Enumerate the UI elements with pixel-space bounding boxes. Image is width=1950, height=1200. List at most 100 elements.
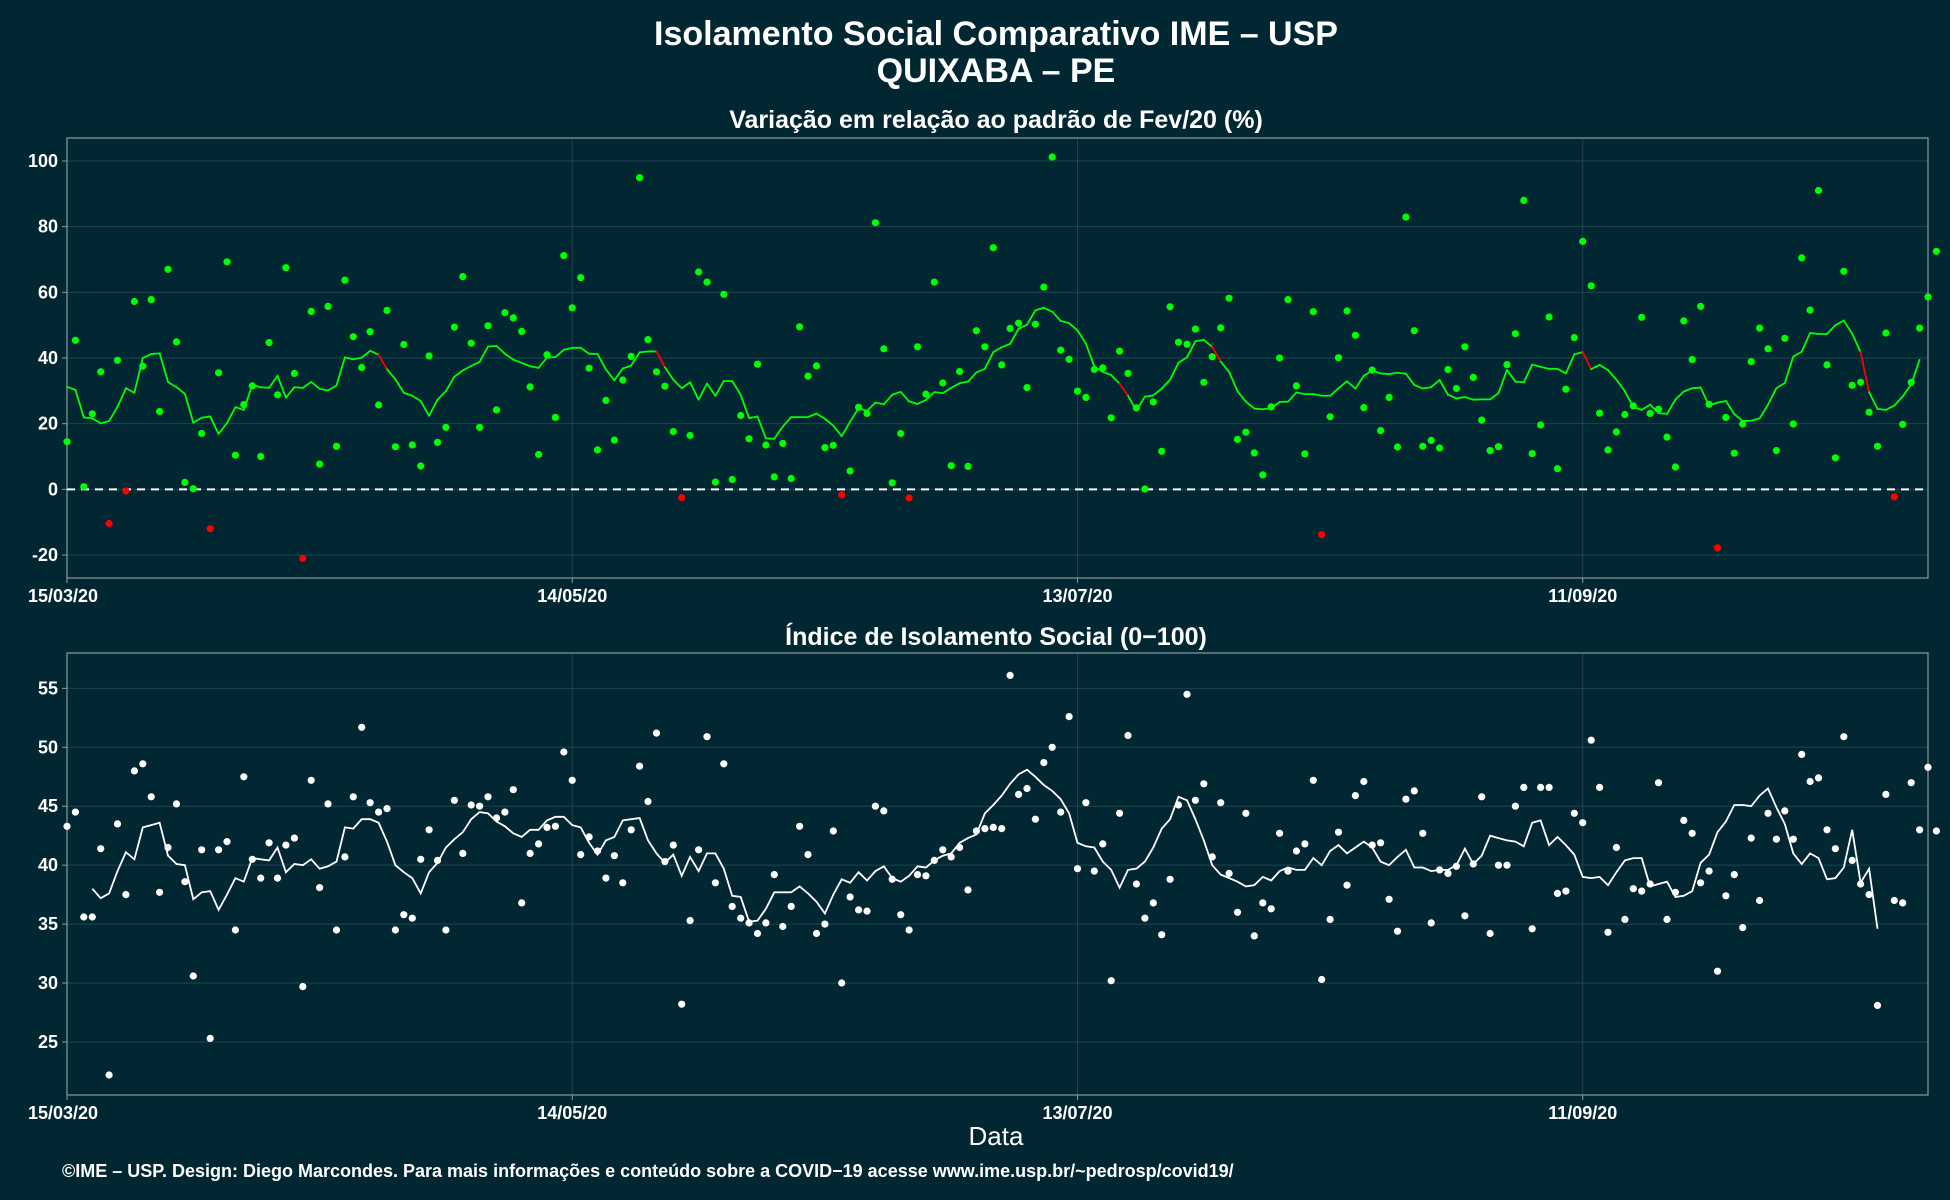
top-moving-average-segment (1463, 396, 1475, 401)
top-data-point (299, 554, 307, 562)
top-data-point (1873, 442, 1882, 450)
top-moving-average-segment (167, 381, 178, 389)
bottom-y-tick-label: 30 (38, 973, 58, 993)
bottom-data-point (644, 797, 652, 806)
bottom-data-point (1082, 799, 1090, 807)
top-moving-average-segment (899, 390, 910, 403)
bottom-data-point (939, 846, 947, 854)
bottom-data-point (1343, 881, 1351, 889)
top-moving-average-segment (756, 415, 767, 440)
top-data-point (316, 460, 324, 468)
top-data-point (358, 363, 366, 372)
top-moving-average-segment (1598, 363, 1609, 372)
bottom-data-point (1217, 799, 1225, 807)
top-data-point (1393, 443, 1402, 451)
top-moving-average-segment (1337, 380, 1348, 390)
top-moving-average-segment (276, 374, 287, 399)
bottom-panel-title: Índice de Isolamento Social (0−100) (785, 622, 1207, 651)
top-moving-average-segment (1674, 390, 1685, 401)
bottom-data-point (307, 776, 315, 784)
bottom-data-point (476, 802, 484, 810)
top-data-point (956, 367, 964, 376)
top-moving-average-segment (1051, 310, 1062, 322)
top-moving-average-segment (301, 381, 313, 389)
top-data-point (1722, 413, 1730, 421)
top-moving-average-segment (1859, 351, 1870, 394)
top-data-point (1099, 364, 1107, 372)
bottom-data-point (383, 805, 391, 813)
footer-credit: ©IME – USP. Design: Diego Marcondes. Par… (62, 1161, 1234, 1181)
bottom-data-point (1857, 880, 1865, 888)
bottom-data-point (652, 729, 661, 737)
top-data-point (1082, 393, 1090, 401)
top-data-point (1663, 433, 1671, 441)
top-moving-average-segment (1792, 350, 1803, 358)
top-data-point (1747, 358, 1755, 366)
top-moving-average-segment (192, 416, 203, 424)
top-data-point (1596, 409, 1604, 417)
top-moving-average-segment (680, 381, 692, 390)
bottom-data-point (720, 760, 728, 768)
top-data-point (265, 339, 273, 347)
top-data-point (1149, 398, 1157, 406)
bottom-data-point (728, 902, 736, 911)
top-moving-average-segment (1758, 403, 1769, 420)
top-moving-average-segment (638, 350, 649, 354)
top-moving-average-segment (1405, 372, 1416, 386)
bottom-data-point (1023, 784, 1031, 793)
bottom-data-point (417, 855, 425, 863)
top-data-point (526, 383, 534, 391)
bottom-panel: 25 30 35 40 45 50 55 15/03/20 14/05/20 13/07/20 11… (28, 652, 1940, 1123)
top-moving-average-segment (503, 352, 515, 361)
top-data-point (509, 314, 517, 322)
bottom-data-point (855, 906, 863, 914)
top-moving-average-segment (579, 346, 590, 355)
top-data-point (568, 304, 576, 312)
bottom-data-point (610, 852, 619, 860)
bottom-data-point (1006, 671, 1014, 680)
top-moving-average-segment (1901, 383, 1913, 398)
bottom-data-point (1486, 929, 1494, 938)
bottom-data-point (425, 826, 433, 834)
top-moving-average-segment (891, 390, 902, 396)
bottom-data-point (829, 827, 837, 835)
top-moving-average-segment (1842, 319, 1854, 335)
top-data-point (105, 519, 113, 528)
top-y-tick-label: -20 (32, 545, 58, 565)
bottom-data-point (1250, 932, 1258, 940)
bottom-data-point (130, 767, 138, 775)
bottom-data-point (770, 871, 778, 879)
top-data-point (1040, 283, 1048, 291)
bottom-data-point (1814, 774, 1823, 782)
top-data-point (518, 327, 526, 335)
bottom-data-point (1553, 889, 1562, 898)
top-moving-average-segment (1034, 306, 1045, 312)
bottom-data-point (930, 856, 938, 865)
top-moving-average-segment (1691, 386, 1702, 390)
top-data-point (492, 406, 501, 414)
bottom-data-point (1292, 847, 1300, 855)
bottom-data-point (602, 874, 610, 882)
top-data-point (1806, 306, 1814, 314)
top-moving-average-segment (529, 365, 540, 369)
bottom-data-point (947, 853, 955, 861)
top-panel-title: Variação em relação ao padrão de Fev/20 … (729, 106, 1263, 134)
top-moving-average-segment (1160, 378, 1172, 390)
top-moving-average-segment (983, 351, 995, 370)
top-data-point (80, 483, 88, 491)
top-moving-average-segment (1657, 412, 1668, 415)
top-moving-average-segment (1287, 391, 1298, 403)
bottom-data-point (1427, 919, 1435, 927)
top-data-point (1553, 465, 1562, 473)
bottom-data-point (737, 914, 745, 922)
top-data-point (964, 462, 972, 470)
bottom-data-point (1537, 783, 1545, 792)
top-moving-average-segment (1775, 382, 1786, 390)
bottom-data-point (375, 808, 383, 816)
bottom-data-point (349, 793, 357, 801)
bottom-data-point (1713, 967, 1722, 975)
top-moving-average-segment (226, 406, 237, 424)
top-data-point (383, 306, 391, 314)
bottom-data-point (1629, 885, 1637, 893)
bottom-y-tick-label: 40 (38, 855, 58, 875)
